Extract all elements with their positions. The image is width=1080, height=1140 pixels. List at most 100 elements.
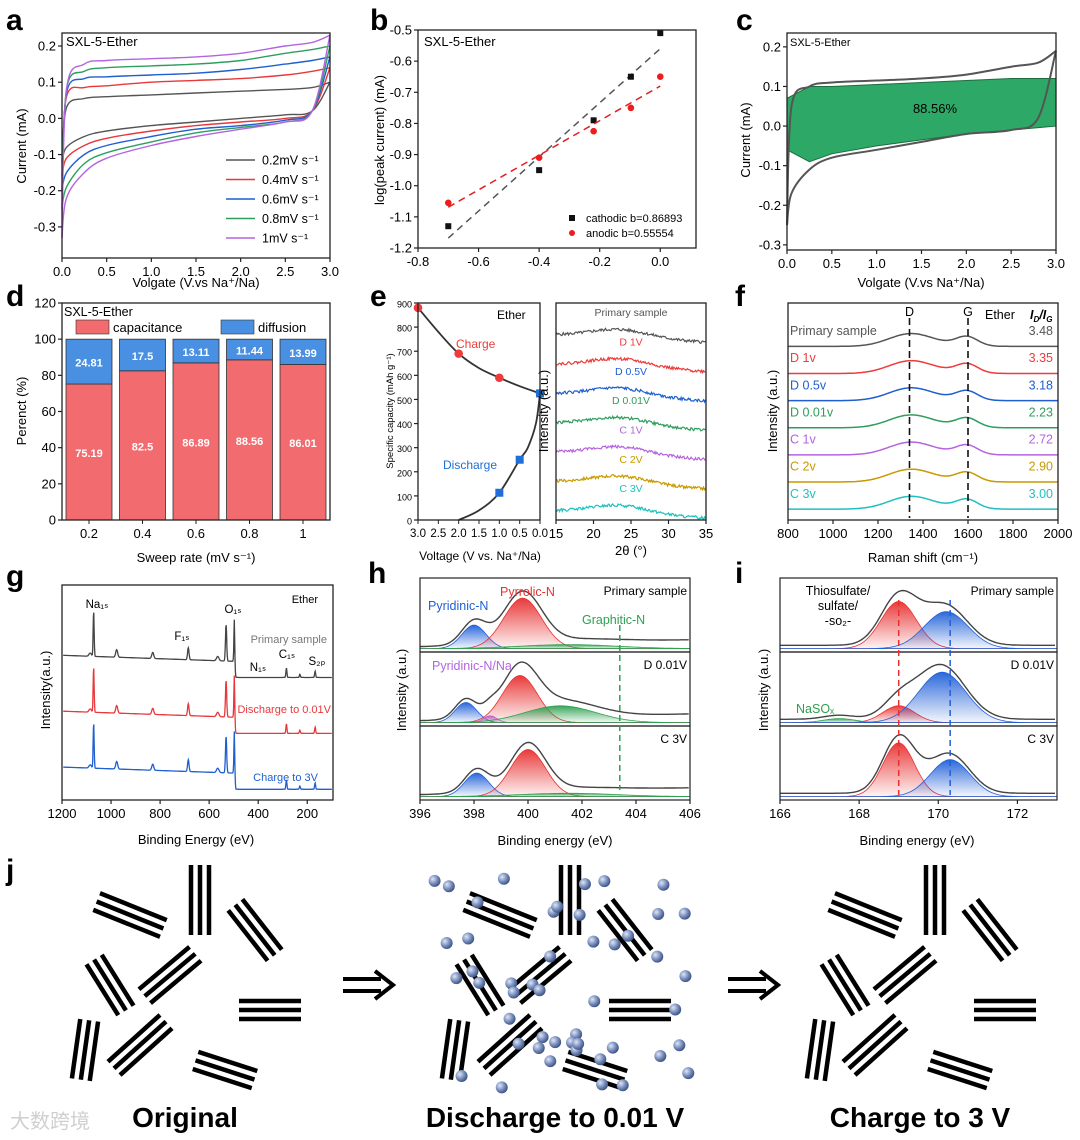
bar-value-label: 82.5 (132, 441, 153, 453)
x-tick-label: 0.0 (53, 264, 71, 279)
x-tick-label: 0.0 (778, 256, 796, 271)
cv-curve-lower (61, 67, 331, 177)
stage-label: Charge to 3 V (830, 1102, 1011, 1133)
x-tick-label: 1.5 (187, 264, 205, 279)
y-axis-label: Perenct (%) (14, 377, 29, 446)
bar-diffusion (226, 338, 273, 361)
graphene-layer (603, 903, 647, 957)
graphene-layer (804, 1018, 818, 1079)
x-tick-label: 1.0 (142, 264, 160, 279)
bar-diffusion (65, 338, 113, 385)
graphene-layer (454, 963, 491, 1017)
y-tick-label: -0.8 (390, 116, 412, 131)
x-tick-label: 0.5 (98, 264, 116, 279)
bar-capacitance (65, 383, 113, 521)
y-axis-label: Intensity (a.u.) (394, 649, 409, 731)
cv-curve-upper (61, 56, 331, 191)
data-point (515, 455, 524, 464)
fit-line (447, 85, 661, 208)
x-axis-label: Voltage (V vs. Na⁺/Na) (419, 549, 541, 563)
y-tick-label: 40 (42, 440, 56, 455)
graphene-layer (92, 958, 128, 1012)
y-tick-label: 900 (397, 300, 412, 310)
x-tick-label: 200 (296, 806, 318, 821)
x-tick-label: 1.0 (868, 256, 886, 271)
bar-value-label: 11.44 (236, 346, 264, 358)
y-tick-label: -0.6 (390, 54, 412, 69)
id-ig-ratio: 2.72 (1029, 433, 1053, 447)
bar-diffusion (172, 338, 220, 364)
trace-label: Discharge to 0.01V (237, 704, 331, 716)
sodium-ion (497, 872, 510, 885)
graphene-layer (112, 1019, 168, 1071)
charge-label: Charge (456, 337, 496, 351)
graphene-layer (834, 953, 871, 1007)
sodium-ion (533, 984, 546, 997)
x-tick-label: 0.6 (187, 526, 205, 541)
y-tick-label: -0.9 (390, 147, 412, 162)
component-label: NaSOₓ (796, 702, 835, 716)
x-tick-label: 2.5 (276, 264, 294, 279)
sodium-ion (654, 1049, 667, 1062)
graphene-layer (84, 963, 121, 1017)
sodium-ion (678, 907, 691, 920)
raman-spectrum (787, 468, 1058, 483)
legend-title: Ether (985, 308, 1015, 322)
graphene-layer (513, 952, 567, 998)
x-tick-label: -0.6 (467, 254, 489, 269)
y-tick-label: 0.1 (38, 75, 56, 90)
x-tick-label: 0.0 (532, 528, 548, 540)
y-axis-label: Intensity (a.u.) (765, 370, 780, 452)
raman-spectrum (787, 414, 1058, 429)
x-axis-label: Binding energy (eV) (498, 833, 613, 848)
plot-title: Ether (292, 594, 319, 606)
panel-letter: b (370, 4, 388, 37)
double-arrow-right-icon (728, 969, 782, 1001)
plot-title: SXL-5-Ether (66, 34, 138, 49)
y-tick-label: 60 (42, 404, 56, 419)
x-tick-label: 0.5 (823, 256, 841, 271)
raman-spectrum (787, 359, 1058, 375)
bar-diffusion (279, 338, 327, 365)
graphene-layer (137, 945, 191, 992)
x-tick-label: 25 (624, 526, 638, 541)
graphene-layer (822, 1021, 836, 1082)
trace-label: Primary sample (251, 634, 327, 646)
x-tick-label: 1200 (48, 806, 77, 821)
graphene-layer (610, 897, 654, 952)
envelope-curve (780, 663, 1055, 720)
fit-component (779, 759, 1058, 798)
xps-survey-spectrum (63, 612, 332, 679)
double-arrow-right-icon (343, 969, 397, 1001)
x-tick-label: 2.0 (451, 528, 467, 540)
graphene-layer (69, 1018, 83, 1079)
y-tick-label: 600 (397, 372, 412, 382)
sodium-ion (608, 938, 621, 951)
y-tick-label: -0.3 (759, 237, 781, 252)
sodium-ion (578, 878, 591, 891)
ratio-header: ID/IG (1030, 308, 1052, 324)
y-tick-label: 80 (42, 368, 56, 383)
subpanel-label: C 3V (1027, 732, 1054, 746)
peak-label: O₁ₛ (224, 604, 241, 616)
plot-title: SXL-5-Ether (790, 37, 851, 49)
x-tick-label: 2.0 (232, 264, 250, 279)
x-tick-label: 3.0 (410, 528, 426, 540)
x-tick-label: 600 (198, 806, 220, 821)
sodium-ion (503, 1012, 516, 1025)
capacitive-area (786, 78, 1057, 163)
sodium-ion (587, 935, 600, 948)
graphene-layer (813, 1019, 827, 1081)
x-tick-label: 400 (517, 806, 539, 821)
legend-swatch (75, 319, 110, 335)
graphene-layer (197, 1049, 258, 1074)
cv-curve-upper (61, 34, 331, 238)
x-tick-label: 0.8 (240, 526, 258, 541)
graphite-stacks-discharged (439, 865, 671, 1091)
raman-label: C 2v (790, 460, 816, 474)
y-tick-label: 0.2 (763, 39, 781, 54)
legend-label: 0.2mV s⁻¹ (262, 154, 319, 168)
xrd-pattern (555, 444, 706, 461)
y-tick-label: -0.5 (390, 23, 412, 38)
x-tick-label: 2000 (1044, 526, 1073, 541)
